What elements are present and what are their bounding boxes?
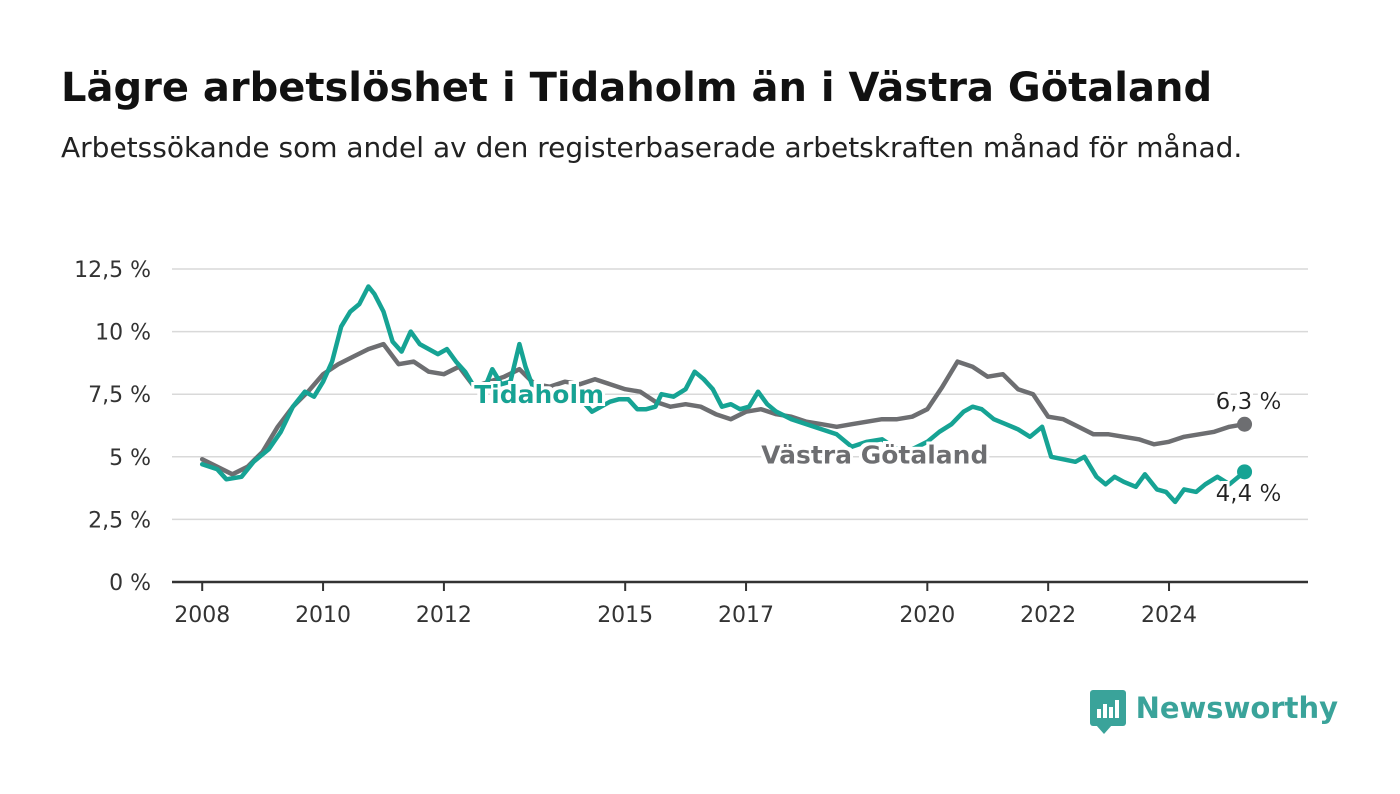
chart-subtitle: Arbetssökande som andel av den registerb… <box>61 131 1243 164</box>
series-end-label-v-stra-g-taland: 6,3 % <box>1216 389 1282 415</box>
series-line-v-stra-g-taland <box>199 341 1247 477</box>
axes: 0 % 2,5 % 5 % 7,5 % 10 % 12,5 % 2008 2010 2012 20… <box>74 258 1308 628</box>
series-end-point-v-stra-g-taland <box>1237 416 1253 432</box>
series-labels: Västra Götaland 6,3 % Tidaholm 4,4 % <box>474 380 1281 507</box>
series-label-v-stra-g-taland: Västra Götaland <box>761 440 988 469</box>
y-tick-label: 0 % <box>109 571 151 596</box>
newsworthy-logo-icon <box>1089 690 1126 734</box>
grid-lines <box>172 268 1308 521</box>
x-tick-label: 2022 <box>1020 603 1076 628</box>
x-tick-label: 2017 <box>718 603 774 628</box>
x-tick-label: 2015 <box>597 603 653 628</box>
newsworthy-logo: Newsworthy <box>1089 690 1338 734</box>
series-end-point-tidaholm <box>1237 464 1253 480</box>
y-tick-label: 10 % <box>95 321 151 346</box>
series-lines <box>199 284 1253 505</box>
y-tick-label: 12,5 % <box>74 258 151 283</box>
series-end-label-tidaholm: 4,4 % <box>1216 481 1282 507</box>
series-line-tidaholm <box>199 284 1247 505</box>
x-tick-label: 2020 <box>899 603 955 628</box>
y-tick-label: 7,5 % <box>88 383 151 408</box>
x-tick-label: 2024 <box>1141 603 1197 628</box>
x-tick-label: 2012 <box>416 603 472 628</box>
y-tick-label: 2,5 % <box>88 508 151 533</box>
newsworthy-logo-text: Newsworthy <box>1135 691 1338 725</box>
x-tick-label: 2010 <box>295 603 351 628</box>
series-label-tidaholm: Tidaholm <box>474 380 604 409</box>
chart-title: Lägre arbetslöshet i Tidaholm än i Västr… <box>61 65 1213 111</box>
x-tick-label: 2008 <box>174 603 230 628</box>
y-tick-label: 5 % <box>109 446 151 471</box>
